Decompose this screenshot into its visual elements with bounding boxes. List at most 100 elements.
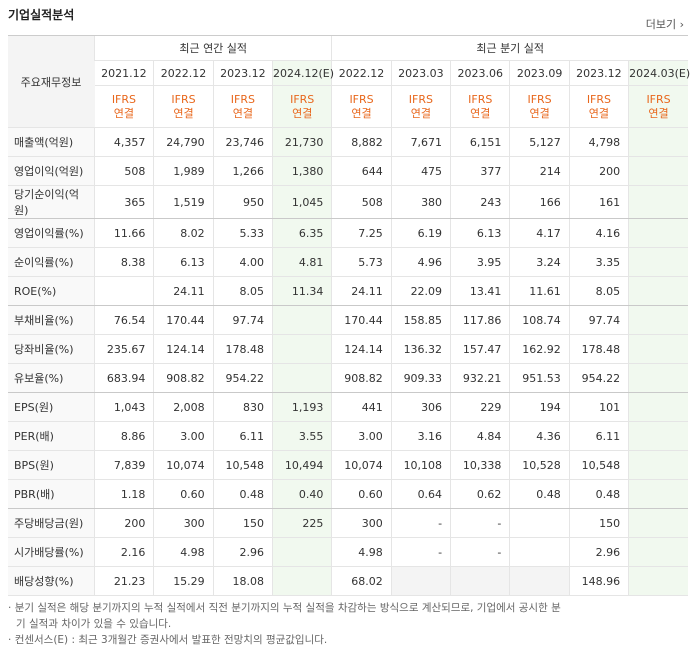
value-cell: 235.67 <box>93 334 154 364</box>
value-cell: 21,730 <box>272 127 332 157</box>
row-label: 당기순이익(억원) <box>8 185 95 219</box>
value-cell <box>628 185 688 219</box>
period-header: 2023.09 <box>509 60 570 86</box>
period-row: 2021.12 2022.12 2023.12 2024.12(E) 2022.12 20… <box>8 60 690 86</box>
value-cell: 4,357 <box>93 127 154 157</box>
value-cell <box>272 363 332 393</box>
row-label: 영업이익(억원) <box>8 156 95 186</box>
value-cell: 6.11 <box>568 421 629 451</box>
value-cell: 6,151 <box>450 127 510 157</box>
value-cell: 380 <box>390 185 451 219</box>
value-cell: 243 <box>450 185 510 219</box>
value-cell <box>628 363 688 393</box>
value-cell: 97.74 <box>212 305 273 335</box>
standard: IFRS <box>349 92 374 106</box>
standard: IFRS <box>586 92 612 106</box>
value-cell: 150 <box>212 508 273 538</box>
value-cell <box>628 156 688 186</box>
value-cell <box>628 508 688 538</box>
scope: 연결 <box>470 106 491 120</box>
value-cell: 124.14 <box>153 334 214 364</box>
value-cell: 15.29 <box>153 566 214 596</box>
value-cell: 2.16 <box>93 537 154 567</box>
notes: · 분기 실적은 해당 분기까지의 누적 실적에서 직전 분기까지의 누적 실적… <box>8 600 568 648</box>
value-cell: 5.33 <box>212 218 273 248</box>
value-cell: 200 <box>568 156 629 186</box>
value-cell: 644 <box>331 156 392 186</box>
period-header: 2023.06 <box>450 60 510 86</box>
value-cell: 300 <box>153 508 214 538</box>
value-cell: 7,839 <box>93 450 154 480</box>
value-cell: 2.96 <box>568 537 629 567</box>
value-cell: - <box>390 508 451 538</box>
standard-header: IFRS 연결 <box>331 85 392 128</box>
value-cell: 909.33 <box>390 363 451 393</box>
value-cell: 475 <box>390 156 451 186</box>
value-cell: 23,746 <box>212 127 273 157</box>
value-cell: 24,790 <box>153 127 214 157</box>
value-cell: 0.48 <box>509 479 570 509</box>
row-label: 영업이익률(%) <box>8 218 95 248</box>
row-label: 유보율(%) <box>8 363 95 393</box>
value-cell: 3.95 <box>450 247 510 277</box>
value-cell: 178.48 <box>568 334 629 364</box>
value-cell: 3.00 <box>331 421 392 451</box>
standard-header: IFRS 연결 <box>509 85 570 128</box>
more-link[interactable]: 더보기 › <box>645 18 684 31</box>
value-cell: 10,528 <box>509 450 570 480</box>
value-cell: 3.55 <box>272 421 332 451</box>
value-cell: 11.61 <box>509 276 570 306</box>
value-cell: 4.36 <box>509 421 570 451</box>
scope: 연결 <box>648 106 669 120</box>
value-cell: 7.25 <box>331 218 392 248</box>
value-cell: 4.98 <box>331 537 392 567</box>
value-cell: 950 <box>212 185 273 219</box>
value-cell: 136.32 <box>390 334 451 364</box>
data-row: 영업이익(억원) 508 1,989 1,266 1,380 644 475 377 214 20… <box>8 156 688 186</box>
standard-row: IFRS 연결 IFRS 연결 IFRS 연결 IFRS 연결 IFRS 연결 IFRS 연결 IFRS… <box>8 85 688 128</box>
value-cell: - <box>450 508 510 538</box>
value-cell <box>628 479 688 509</box>
scope: 연결 <box>351 106 372 120</box>
value-cell: 229 <box>450 392 510 422</box>
value-cell: 108.74 <box>509 305 570 335</box>
data-row: 당기순이익(억원) 365 1,519 950 1,045 508 380 243 166 161 <box>8 185 688 219</box>
period-header: 2024.03(E) <box>628 60 690 86</box>
row-label: 배당성향(%) <box>8 566 95 596</box>
value-cell: 5.73 <box>331 247 392 277</box>
value-cell: 21.23 <box>93 566 154 596</box>
data-row: PBR(배) 1.18 0.60 0.48 0.40 0.60 0.64 0.62 0.48 0.… <box>8 479 688 509</box>
value-cell: 214 <box>509 156 570 186</box>
value-cell <box>628 392 688 422</box>
value-cell: 4.98 <box>153 537 214 567</box>
value-cell: 10,338 <box>450 450 510 480</box>
note-text: 분기 실적은 해당 분기까지의 누적 실적에서 직전 분기까지의 누적 실적을 … <box>14 602 561 630</box>
more-text[interactable]: 더보기 <box>645 18 677 31</box>
value-cell: 10,108 <box>390 450 451 480</box>
period-header: 2024.12(E) <box>272 60 334 86</box>
value-cell <box>628 247 688 277</box>
value-cell: 1,380 <box>272 156 332 186</box>
value-cell: 3.24 <box>509 247 570 277</box>
value-cell: 225 <box>272 508 332 538</box>
scope: 연결 <box>173 106 194 120</box>
value-cell: 0.40 <box>272 479 332 509</box>
data-row: 유보율(%) 683.94 908.82 954.22 908.82 909.33 932.… <box>8 363 688 393</box>
standard-header: IFRS 연결 <box>212 85 273 128</box>
data-row: ROE(%) 24.11 8.05 11.34 24.11 22.09 13.41 11.61… <box>8 276 688 306</box>
value-cell: 76.54 <box>93 305 154 335</box>
value-cell: 0.48 <box>568 479 629 509</box>
value-cell: 24.11 <box>153 276 214 306</box>
value-cell <box>272 537 332 567</box>
standard: IFRS <box>171 92 196 106</box>
value-cell: 8.05 <box>568 276 629 306</box>
period-header: 2023.03 <box>390 60 451 86</box>
standard-header: IFRS 연결 <box>94 85 154 128</box>
data-row: 영업이익률(%) 11.66 8.02 5.33 6.35 7.25 6.19 6.13 4.1… <box>8 218 688 248</box>
value-cell: 68.02 <box>331 566 392 596</box>
value-cell: 441 <box>331 392 392 422</box>
value-cell: 3.16 <box>390 421 451 451</box>
group-header: 최근 분기 실적 <box>331 35 688 61</box>
value-cell: 178.48 <box>212 334 273 364</box>
corner-header: 주요재무정보 <box>8 35 95 128</box>
